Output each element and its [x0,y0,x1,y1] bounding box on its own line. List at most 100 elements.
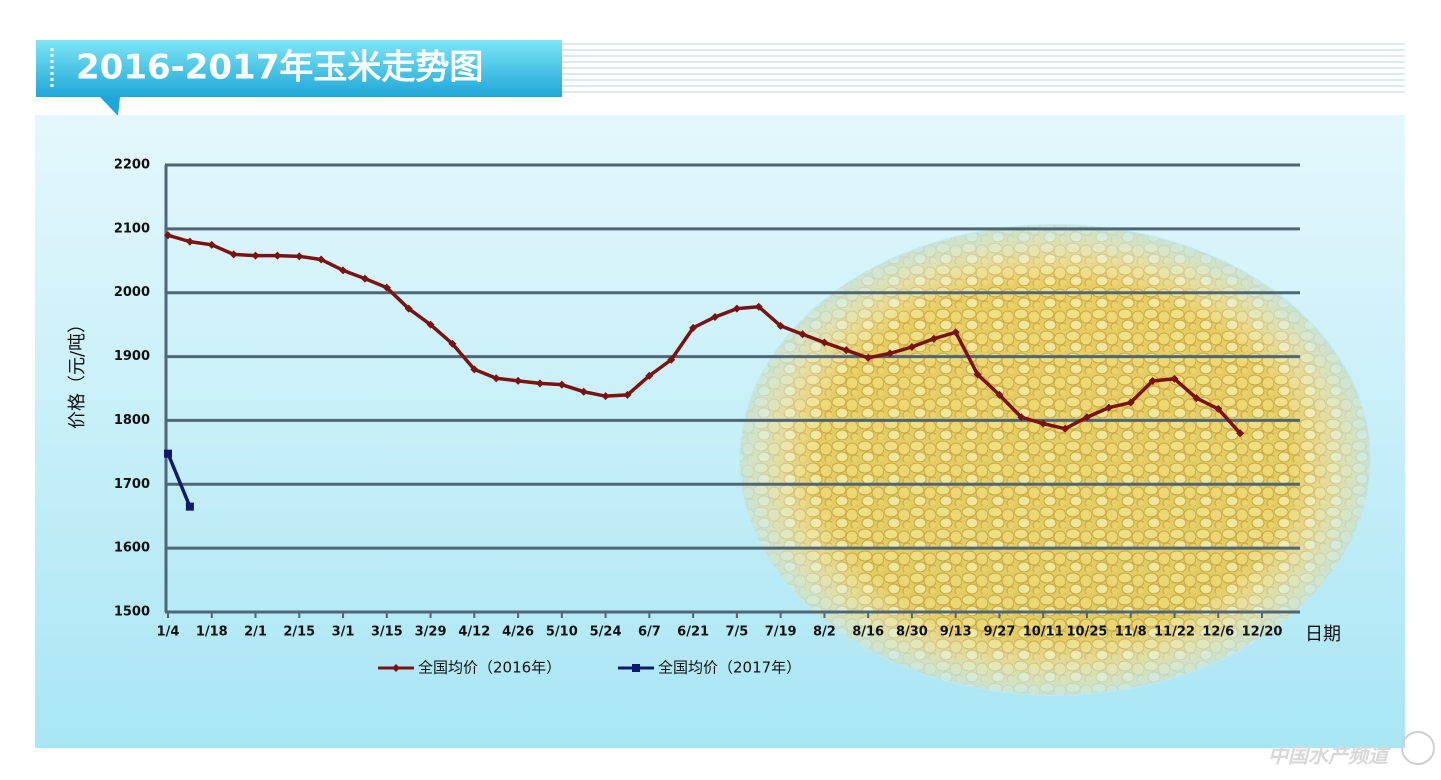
series-line [167,233,1242,435]
x-tick-label: 2/1 [244,625,267,640]
point [382,283,391,292]
point [754,302,763,311]
x-tick-label: 5/24 [590,625,622,640]
y-tick-label: 1600 [114,541,150,556]
x-tick-label: 8/2 [813,625,836,640]
banner-tail [100,97,120,116]
point [535,379,544,388]
point [820,338,829,347]
x-tick-label: 12/20 [1242,625,1283,640]
point [1039,419,1048,428]
y-tick-label: 1700 [114,477,150,492]
point [1061,424,1070,433]
point [185,502,194,511]
point [1236,429,1245,438]
y-tick-label: 2200 [114,158,150,173]
point [207,240,216,249]
watermark: 中国水产频道 [1268,744,1391,768]
point [732,304,741,313]
x-tick-label: 11/8 [1115,625,1147,640]
point [886,349,895,358]
point [448,339,457,348]
watermark-logo [1401,731,1435,765]
point [1148,376,1157,385]
point [273,251,282,260]
point [1017,413,1026,422]
x-tick-label: 8/30 [896,625,928,640]
legend-label: 全国均价（2016年） [418,659,561,677]
point [1104,403,1113,412]
point [426,320,435,329]
point [645,371,654,380]
legend-label: 全国均价（2017年） [658,659,801,677]
x-tick-label: 10/11 [1023,625,1064,640]
point [842,346,851,355]
y-tick-label: 2000 [114,285,150,300]
point [317,255,326,264]
x-tick-label: 1/18 [196,625,228,640]
point [339,266,348,275]
point [907,342,916,351]
y-tick-label: 1800 [114,413,150,428]
point [1170,374,1179,383]
point [164,449,172,458]
x-axis-label: 日期 [1305,624,1341,645]
point [623,390,632,399]
x-tick-label: 5/10 [546,625,578,640]
chart-title: 2016-2017年玉米走势图 [76,48,483,88]
point [973,370,982,379]
point [392,664,400,672]
point [1082,413,1091,422]
point [229,250,238,259]
title-banner [36,40,562,97]
point [864,353,873,362]
point [1126,398,1135,407]
point [470,365,479,374]
point [164,231,172,240]
x-tick-label: 8/16 [852,625,884,640]
point [776,321,785,330]
point [951,328,960,337]
point [667,355,676,364]
y-tick-label: 1500 [114,605,150,620]
point [579,387,588,396]
x-tick-label: 3/1 [332,625,355,640]
x-tick-label: 11/22 [1154,625,1195,640]
series-line [166,452,192,508]
x-tick-label: 4/12 [458,625,490,640]
banner-stripes [562,43,1405,93]
point [1214,404,1223,413]
x-tick-label: 3/29 [415,625,447,640]
point [632,664,640,672]
corn-image [739,224,1371,696]
header: 2016-2017年玉米走势图 [36,40,1405,116]
x-tick-label: 1/4 [157,625,180,640]
x-tick-label: 3/15 [371,625,403,640]
plot: 1500 1600 1700 1800 1900 2000 2100 2200 1/4 1/18 2… [114,158,1300,677]
x-tick-label: 6/21 [677,625,709,640]
x-tick-label: 9/13 [940,625,972,640]
point [601,392,610,401]
x-tick-label: 10/25 [1066,625,1107,640]
x-tick-label: 2/15 [283,625,315,640]
x-tick-label: 9/27 [983,625,1015,640]
x-tick-label: 7/19 [765,625,797,640]
point [929,334,938,343]
point [360,274,369,283]
x-tick-label: 4/26 [502,625,534,640]
y-tick-label: 2100 [114,221,150,236]
y-tick-label: 1900 [114,349,150,364]
point [404,304,413,313]
point [1192,394,1201,403]
point [492,374,501,383]
x-tick-label: 12/6 [1202,625,1234,640]
point [995,390,1004,399]
x-tick-label: 7/5 [725,625,748,640]
point [185,237,194,246]
point [798,330,807,339]
point [711,312,719,321]
point [514,376,523,385]
point [251,251,260,260]
point [689,323,698,332]
